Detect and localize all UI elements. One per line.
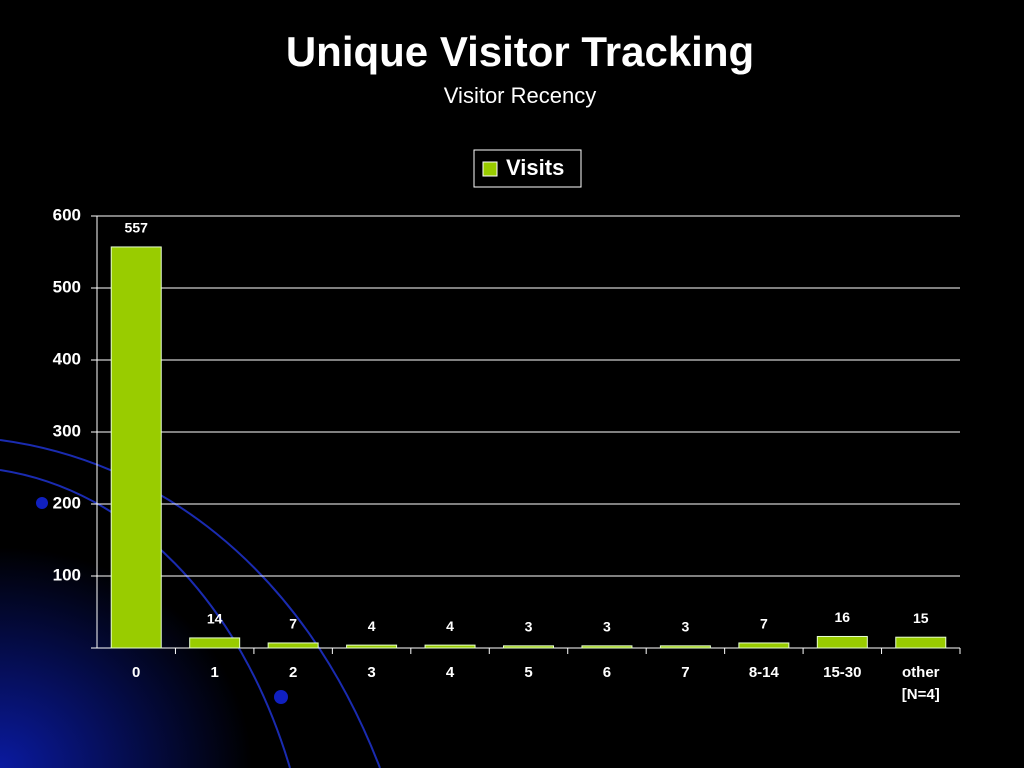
bar xyxy=(346,644,398,649)
data-label: 7 xyxy=(760,616,768,632)
bar xyxy=(659,645,711,649)
x-tick-label: 1 xyxy=(210,664,219,681)
bar xyxy=(267,642,319,649)
decor-dot xyxy=(36,497,48,509)
data-label: 4 xyxy=(446,618,454,634)
y-tick-label: 100 xyxy=(53,565,81,584)
y-tick-label: 200 xyxy=(53,493,81,512)
x-tick-label: other [N=4] xyxy=(901,664,940,703)
data-label: 557 xyxy=(125,220,149,236)
data-label: 3 xyxy=(603,619,611,635)
bar xyxy=(110,246,162,649)
data-label: 14 xyxy=(207,611,223,627)
y-tick-label: 400 xyxy=(53,349,81,368)
data-label: 16 xyxy=(835,609,851,625)
bar xyxy=(424,644,476,649)
data-label: 3 xyxy=(525,619,533,635)
data-label: 7 xyxy=(289,616,297,632)
bar xyxy=(895,636,947,649)
data-label: 3 xyxy=(682,619,690,635)
data-label: 15 xyxy=(913,610,929,626)
x-tick-label: 5 xyxy=(524,664,533,681)
decor-arc xyxy=(0,439,381,768)
bar xyxy=(581,645,633,649)
decor-dot xyxy=(274,690,288,704)
bar xyxy=(503,645,554,649)
x-tick-label: 6 xyxy=(602,664,612,681)
chart-title: Unique Visitor Tracking xyxy=(286,28,754,75)
bar xyxy=(816,635,868,649)
decor-arc xyxy=(0,469,291,768)
x-tick-label: 15-30 xyxy=(823,664,862,681)
background-glow xyxy=(0,400,420,768)
y-tick-label: 500 xyxy=(53,277,81,296)
data-label: 4 xyxy=(368,618,376,634)
chart-subtitle: Visitor Recency xyxy=(444,83,596,108)
bar xyxy=(189,637,241,649)
x-tick-label: 3 xyxy=(367,664,376,681)
y-tick-label: 600 xyxy=(53,205,81,224)
legend-swatch xyxy=(482,161,498,177)
x-tick-label: 7 xyxy=(681,664,690,681)
x-tick-label: 4 xyxy=(445,664,455,681)
bar xyxy=(738,642,790,649)
y-tick-label: 300 xyxy=(53,421,81,440)
x-tick-label: 2 xyxy=(288,664,298,681)
x-tick-label: 0 xyxy=(132,664,141,681)
legend-label: Visits xyxy=(506,155,564,180)
x-tick-label: 8-14 xyxy=(748,664,779,681)
